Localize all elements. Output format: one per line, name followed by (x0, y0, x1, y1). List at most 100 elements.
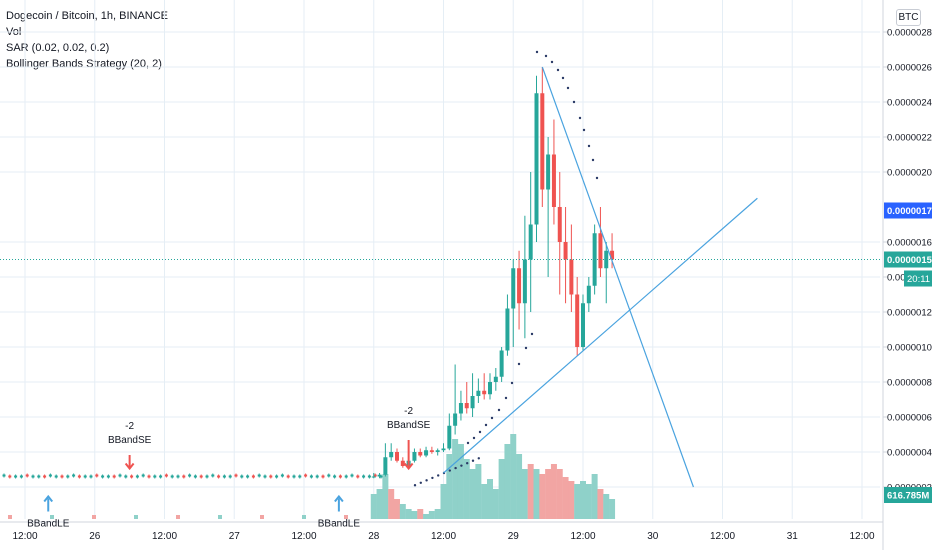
legend-symbol[interactable]: Dogecoin / Bitcoin, 1h, BINANCE (6, 10, 169, 22)
candle-body (315, 475, 319, 478)
signal-label: BBandLE (318, 519, 361, 530)
candle-body (522, 259, 527, 304)
candle-body (153, 475, 157, 478)
sar-dot (582, 128, 586, 132)
candle-body (557, 207, 562, 242)
trendline[interactable] (443, 197, 758, 474)
candle-body (344, 475, 348, 478)
x-tick-label: 31 (787, 531, 799, 542)
candle-body (371, 476, 376, 478)
sar-dot (472, 436, 476, 440)
volume-bar (550, 464, 557, 519)
candle-body (25, 474, 29, 477)
sell-arrow-head (124, 462, 135, 471)
volume-bar (382, 474, 389, 519)
volume-bar (457, 444, 464, 519)
volume-bar (417, 509, 424, 519)
candle-body (147, 475, 151, 478)
legend-sar[interactable]: SAR (0.02, 0.02, 0.2) (6, 42, 110, 54)
candle-body (395, 452, 399, 461)
candle-body (350, 474, 354, 477)
sar-dot (460, 464, 463, 467)
volume-bar (302, 515, 306, 519)
sar-dot (471, 459, 475, 462)
candle-body (130, 475, 134, 478)
crosshair-price-label: 0.00000178 (887, 206, 932, 217)
volume-bar (516, 454, 523, 519)
candle-body (292, 475, 296, 478)
candle-body (540, 93, 545, 190)
candle-body (367, 475, 371, 478)
volume-bar (533, 469, 540, 519)
sar-dot (561, 76, 565, 80)
candle-body (447, 425, 452, 449)
candle-body (164, 474, 168, 477)
volume-bar (475, 464, 482, 519)
volume-bar (434, 509, 441, 519)
candle-body (441, 448, 446, 451)
trendline[interactable] (541, 66, 695, 488)
volume-bar (452, 439, 459, 519)
candle-body (424, 450, 429, 456)
volume-bar (545, 469, 552, 519)
volume-bar (8, 515, 12, 519)
x-tick-label: 12:00 (291, 531, 316, 542)
sar-dot (544, 54, 548, 58)
candle-body (453, 413, 458, 426)
sar-dot (437, 474, 440, 477)
candle-body (89, 475, 93, 478)
volume-bar (428, 511, 435, 519)
currency-button[interactable]: BTC (896, 9, 921, 26)
volume-bar (498, 459, 505, 519)
volume-bar (568, 481, 575, 519)
candle-body (286, 475, 290, 478)
sar-dot (477, 457, 480, 460)
volume-bar (399, 504, 406, 519)
candle-body (112, 475, 116, 478)
candle-body (505, 308, 510, 351)
candle-body (470, 396, 475, 409)
candle-body (234, 474, 238, 477)
candle-body (8, 475, 12, 478)
x-tick-label: 12:00 (431, 531, 456, 542)
candle-body (205, 475, 209, 478)
candle-body (482, 390, 487, 395)
candle-body (429, 450, 434, 452)
x-tick-label: 12:00 (12, 531, 37, 542)
candle-body (48, 474, 52, 477)
candle-body (66, 475, 70, 478)
candle-body (551, 154, 556, 207)
candle-body (211, 474, 215, 477)
x-tick-label: 26 (89, 531, 101, 542)
volume-label-bg (884, 487, 932, 503)
candle-body (493, 376, 498, 382)
sar-dot (535, 50, 539, 54)
volume-bar (597, 489, 604, 519)
sar-dot (510, 381, 514, 385)
candle-body (586, 285, 591, 304)
candle-body (389, 452, 394, 458)
signal-label: BBandLE (27, 519, 70, 530)
candle-body (106, 475, 110, 478)
volume-label: 616.785M (887, 491, 929, 502)
x-tick-label: 27 (229, 531, 241, 542)
candle-body (182, 475, 186, 478)
volume-bar (580, 481, 586, 519)
x-tick-label: 12:00 (710, 531, 735, 542)
sar-dot (591, 158, 595, 162)
candle-body (534, 93, 539, 225)
signal-value: -2 (125, 421, 134, 432)
volume-bar (446, 454, 453, 519)
volume-bar (50, 515, 54, 519)
candle-body (246, 475, 250, 478)
volume-bar (463, 459, 470, 519)
volume-bar (469, 469, 476, 519)
candle-body (240, 475, 244, 478)
x-tick-label: 12:00 (849, 531, 874, 542)
candle-body (14, 475, 18, 478)
